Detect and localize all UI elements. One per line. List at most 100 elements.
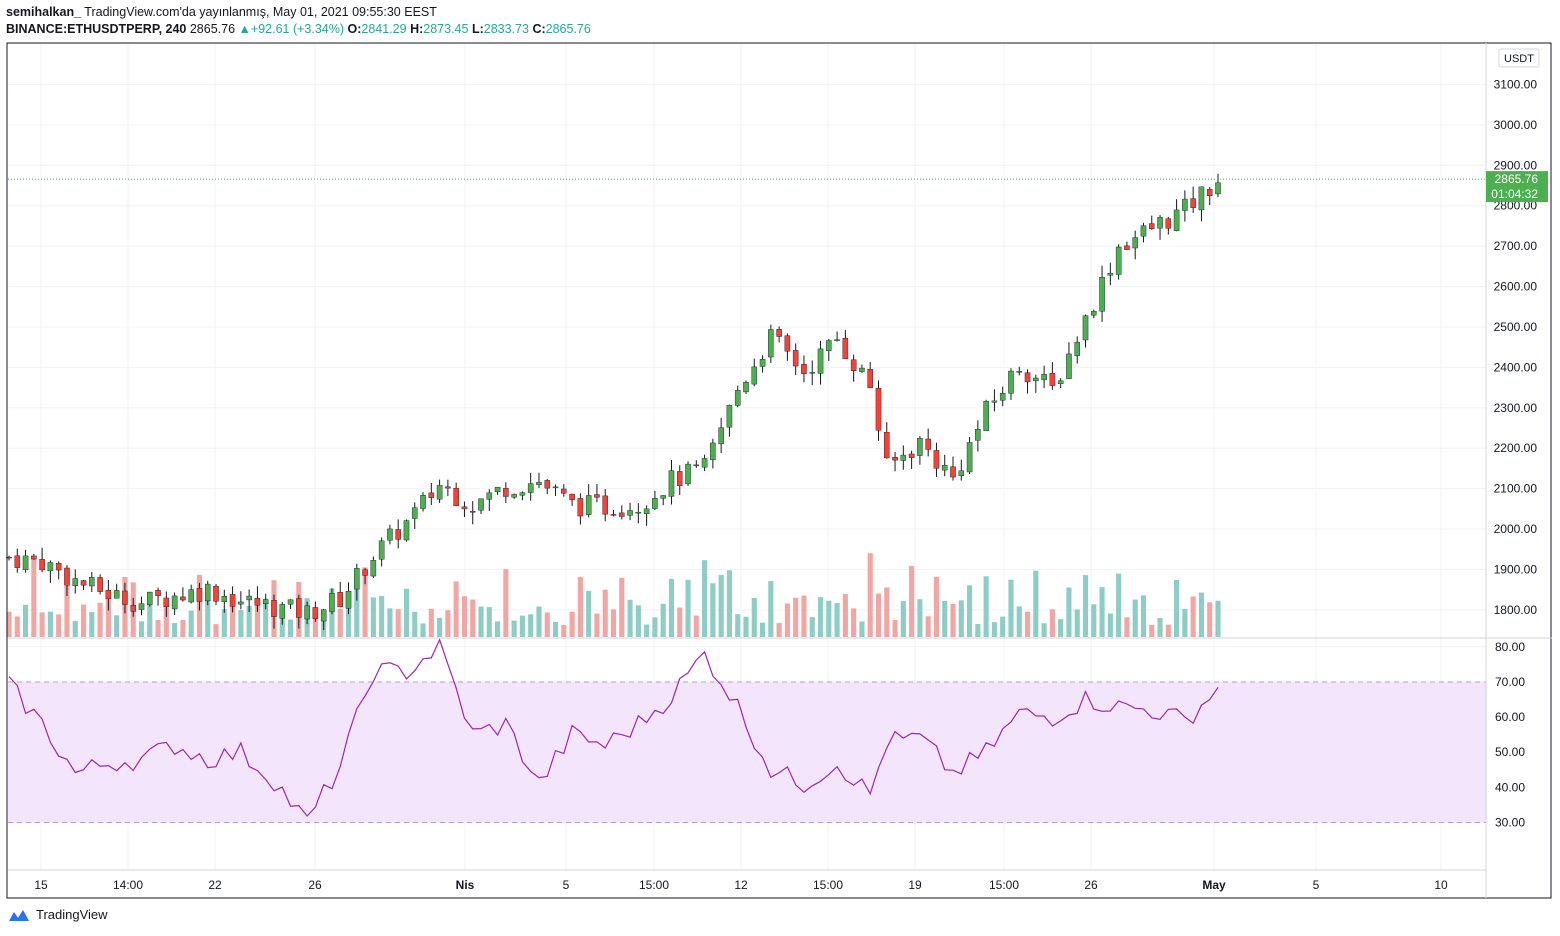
volume-bar bbox=[892, 619, 898, 637]
candle-body bbox=[1066, 353, 1072, 380]
candle-body bbox=[329, 593, 335, 612]
volume-bar bbox=[213, 624, 219, 637]
footer-brand[interactable]: TradingView bbox=[36, 907, 108, 922]
candle-body bbox=[97, 577, 103, 592]
volume-bar bbox=[710, 583, 716, 637]
volume-bar bbox=[1174, 579, 1180, 637]
candle-body bbox=[594, 494, 600, 498]
price-axis[interactable]: 3100.00 3000.00 2900.00 2800.00 2700.00 2600.… bbox=[1494, 48, 1540, 617]
volume-bar bbox=[453, 581, 459, 637]
volume-bar bbox=[31, 556, 37, 637]
candle-body bbox=[660, 495, 666, 499]
volume-bar bbox=[287, 619, 294, 637]
volume-bar bbox=[610, 609, 617, 637]
volume-bar bbox=[544, 612, 550, 637]
rsi-axis[interactable]: 80.00 70.00 60.00 50.00 40.00 30.00 bbox=[1495, 640, 1525, 830]
up-arrow-icon: ▲ bbox=[238, 22, 251, 36]
price-tick-label: 1900.00 bbox=[1494, 562, 1538, 576]
time-axis[interactable]: 15 14:00 22 26 Nis 5 15:00 12 15:00 19 15:00 26 May 5… bbox=[34, 878, 1448, 892]
volume-bar bbox=[1140, 595, 1147, 637]
candle-body bbox=[1049, 373, 1056, 386]
volume-bar bbox=[635, 605, 641, 637]
last-price-text: 2865.76 bbox=[1495, 172, 1539, 186]
volume-bar bbox=[478, 606, 484, 637]
candle-body bbox=[966, 442, 973, 473]
price-tick-label: 2000.00 bbox=[1494, 522, 1538, 536]
symbol-label[interactable]: BINANCE:ETHUSDTPERP, 240 bbox=[6, 22, 187, 36]
candle-body bbox=[1099, 277, 1105, 312]
currency-label: USDT bbox=[1504, 53, 1534, 65]
volume-bar bbox=[370, 597, 376, 637]
volume-bar bbox=[975, 623, 981, 637]
candle-body bbox=[345, 591, 352, 609]
rsi-tick-label: 70.00 bbox=[1495, 675, 1525, 689]
candle-body bbox=[710, 442, 716, 461]
candle-body bbox=[925, 438, 931, 450]
candle-body bbox=[89, 576, 95, 587]
volume-bar bbox=[246, 605, 252, 637]
volume-bar bbox=[420, 623, 426, 637]
time-tick-label: 15 bbox=[34, 878, 48, 892]
candle-body bbox=[610, 514, 617, 516]
volume-bar bbox=[47, 611, 53, 637]
candle-body bbox=[900, 454, 907, 461]
volume-bar bbox=[89, 611, 95, 637]
candle-body bbox=[975, 428, 981, 441]
candle-body bbox=[47, 562, 54, 572]
candle-body bbox=[445, 486, 451, 489]
candle-body bbox=[196, 588, 203, 602]
price-tick-label: 1800.00 bbox=[1494, 603, 1538, 617]
open-value: 2841.29 bbox=[361, 22, 407, 36]
author-name[interactable]: semihalkan_ bbox=[6, 5, 82, 19]
candle-body bbox=[958, 470, 965, 476]
price-change: +92.61 (+3.34%) bbox=[250, 22, 345, 36]
volume-bar bbox=[1157, 617, 1163, 637]
candle-body bbox=[519, 492, 526, 496]
footer: TradingView bbox=[8, 907, 108, 922]
candle-body bbox=[287, 599, 294, 605]
volume-bar bbox=[1149, 624, 1155, 637]
rsi-band-fill bbox=[8, 681, 1486, 823]
price-tick-label: 2100.00 bbox=[1494, 482, 1538, 496]
candle-body bbox=[536, 481, 542, 485]
volume-bar bbox=[851, 608, 857, 637]
time-tick-label: 12 bbox=[734, 878, 748, 892]
candle-body bbox=[362, 569, 368, 576]
price-tick-label: 2600.00 bbox=[1494, 280, 1538, 294]
rsi-tick-label: 60.00 bbox=[1495, 710, 1525, 724]
candle-body bbox=[1148, 223, 1155, 230]
candle-body bbox=[569, 493, 575, 501]
candle-body bbox=[213, 585, 219, 602]
tradingview-logo-icon[interactable] bbox=[8, 908, 30, 922]
volume-bar bbox=[726, 570, 732, 637]
candle-body bbox=[370, 560, 377, 577]
volume-bar bbox=[379, 596, 385, 637]
candle-body bbox=[693, 464, 700, 467]
volume-bar bbox=[950, 603, 956, 637]
candle-body bbox=[246, 595, 252, 601]
candle-body bbox=[1198, 186, 1205, 211]
volume-bar bbox=[114, 615, 120, 637]
candle-body bbox=[734, 390, 741, 406]
candle-body bbox=[486, 492, 493, 500]
volume-bar bbox=[1165, 624, 1171, 637]
volume-bar bbox=[1082, 575, 1089, 637]
candle-body bbox=[801, 364, 807, 374]
candle-body bbox=[122, 590, 128, 605]
volume-bar bbox=[677, 607, 683, 637]
volume-bar bbox=[768, 581, 774, 637]
candle-body bbox=[378, 540, 385, 560]
candle-body bbox=[1190, 198, 1196, 208]
candle-body bbox=[809, 372, 816, 374]
candle-body bbox=[1132, 237, 1138, 249]
volume-bar bbox=[147, 603, 153, 637]
candle-body bbox=[1165, 218, 1172, 229]
volume-bar bbox=[1215, 600, 1221, 637]
volume-bar bbox=[64, 585, 70, 637]
volume-bar bbox=[917, 599, 923, 637]
volume-bar bbox=[1024, 611, 1031, 637]
candle-body bbox=[792, 350, 799, 367]
candle-body bbox=[941, 464, 948, 471]
volume-bar bbox=[1016, 606, 1022, 637]
